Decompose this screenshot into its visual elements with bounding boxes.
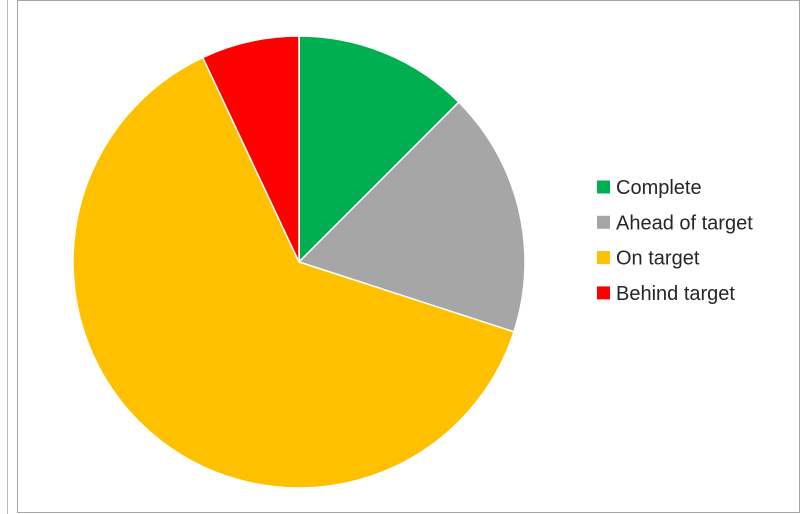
legend-label-behind-target: Behind target (616, 283, 735, 305)
left-frame-border (7, 0, 8, 514)
legend-swatch-behind-target (597, 286, 610, 300)
pie-slice-behind-target (201, 35, 300, 263)
legend-label-ahead-of-target: Ahead of target (616, 212, 753, 234)
legend-swatch-complete (597, 180, 610, 194)
pie-slice-ahead-of-target (297, 101, 526, 333)
pie-slice-on-target (72, 56, 515, 489)
legend-label-on-target: On target (616, 248, 700, 270)
legend-swatch-on-target (597, 251, 610, 265)
legend: Complete Ahead of target On target Behind t… (597, 177, 753, 305)
legend-label-complete: Complete (616, 177, 702, 199)
pie-slices (72, 35, 526, 489)
pie-slice-complete (298, 35, 460, 264)
legend-swatch-ahead-of-target (597, 215, 610, 229)
